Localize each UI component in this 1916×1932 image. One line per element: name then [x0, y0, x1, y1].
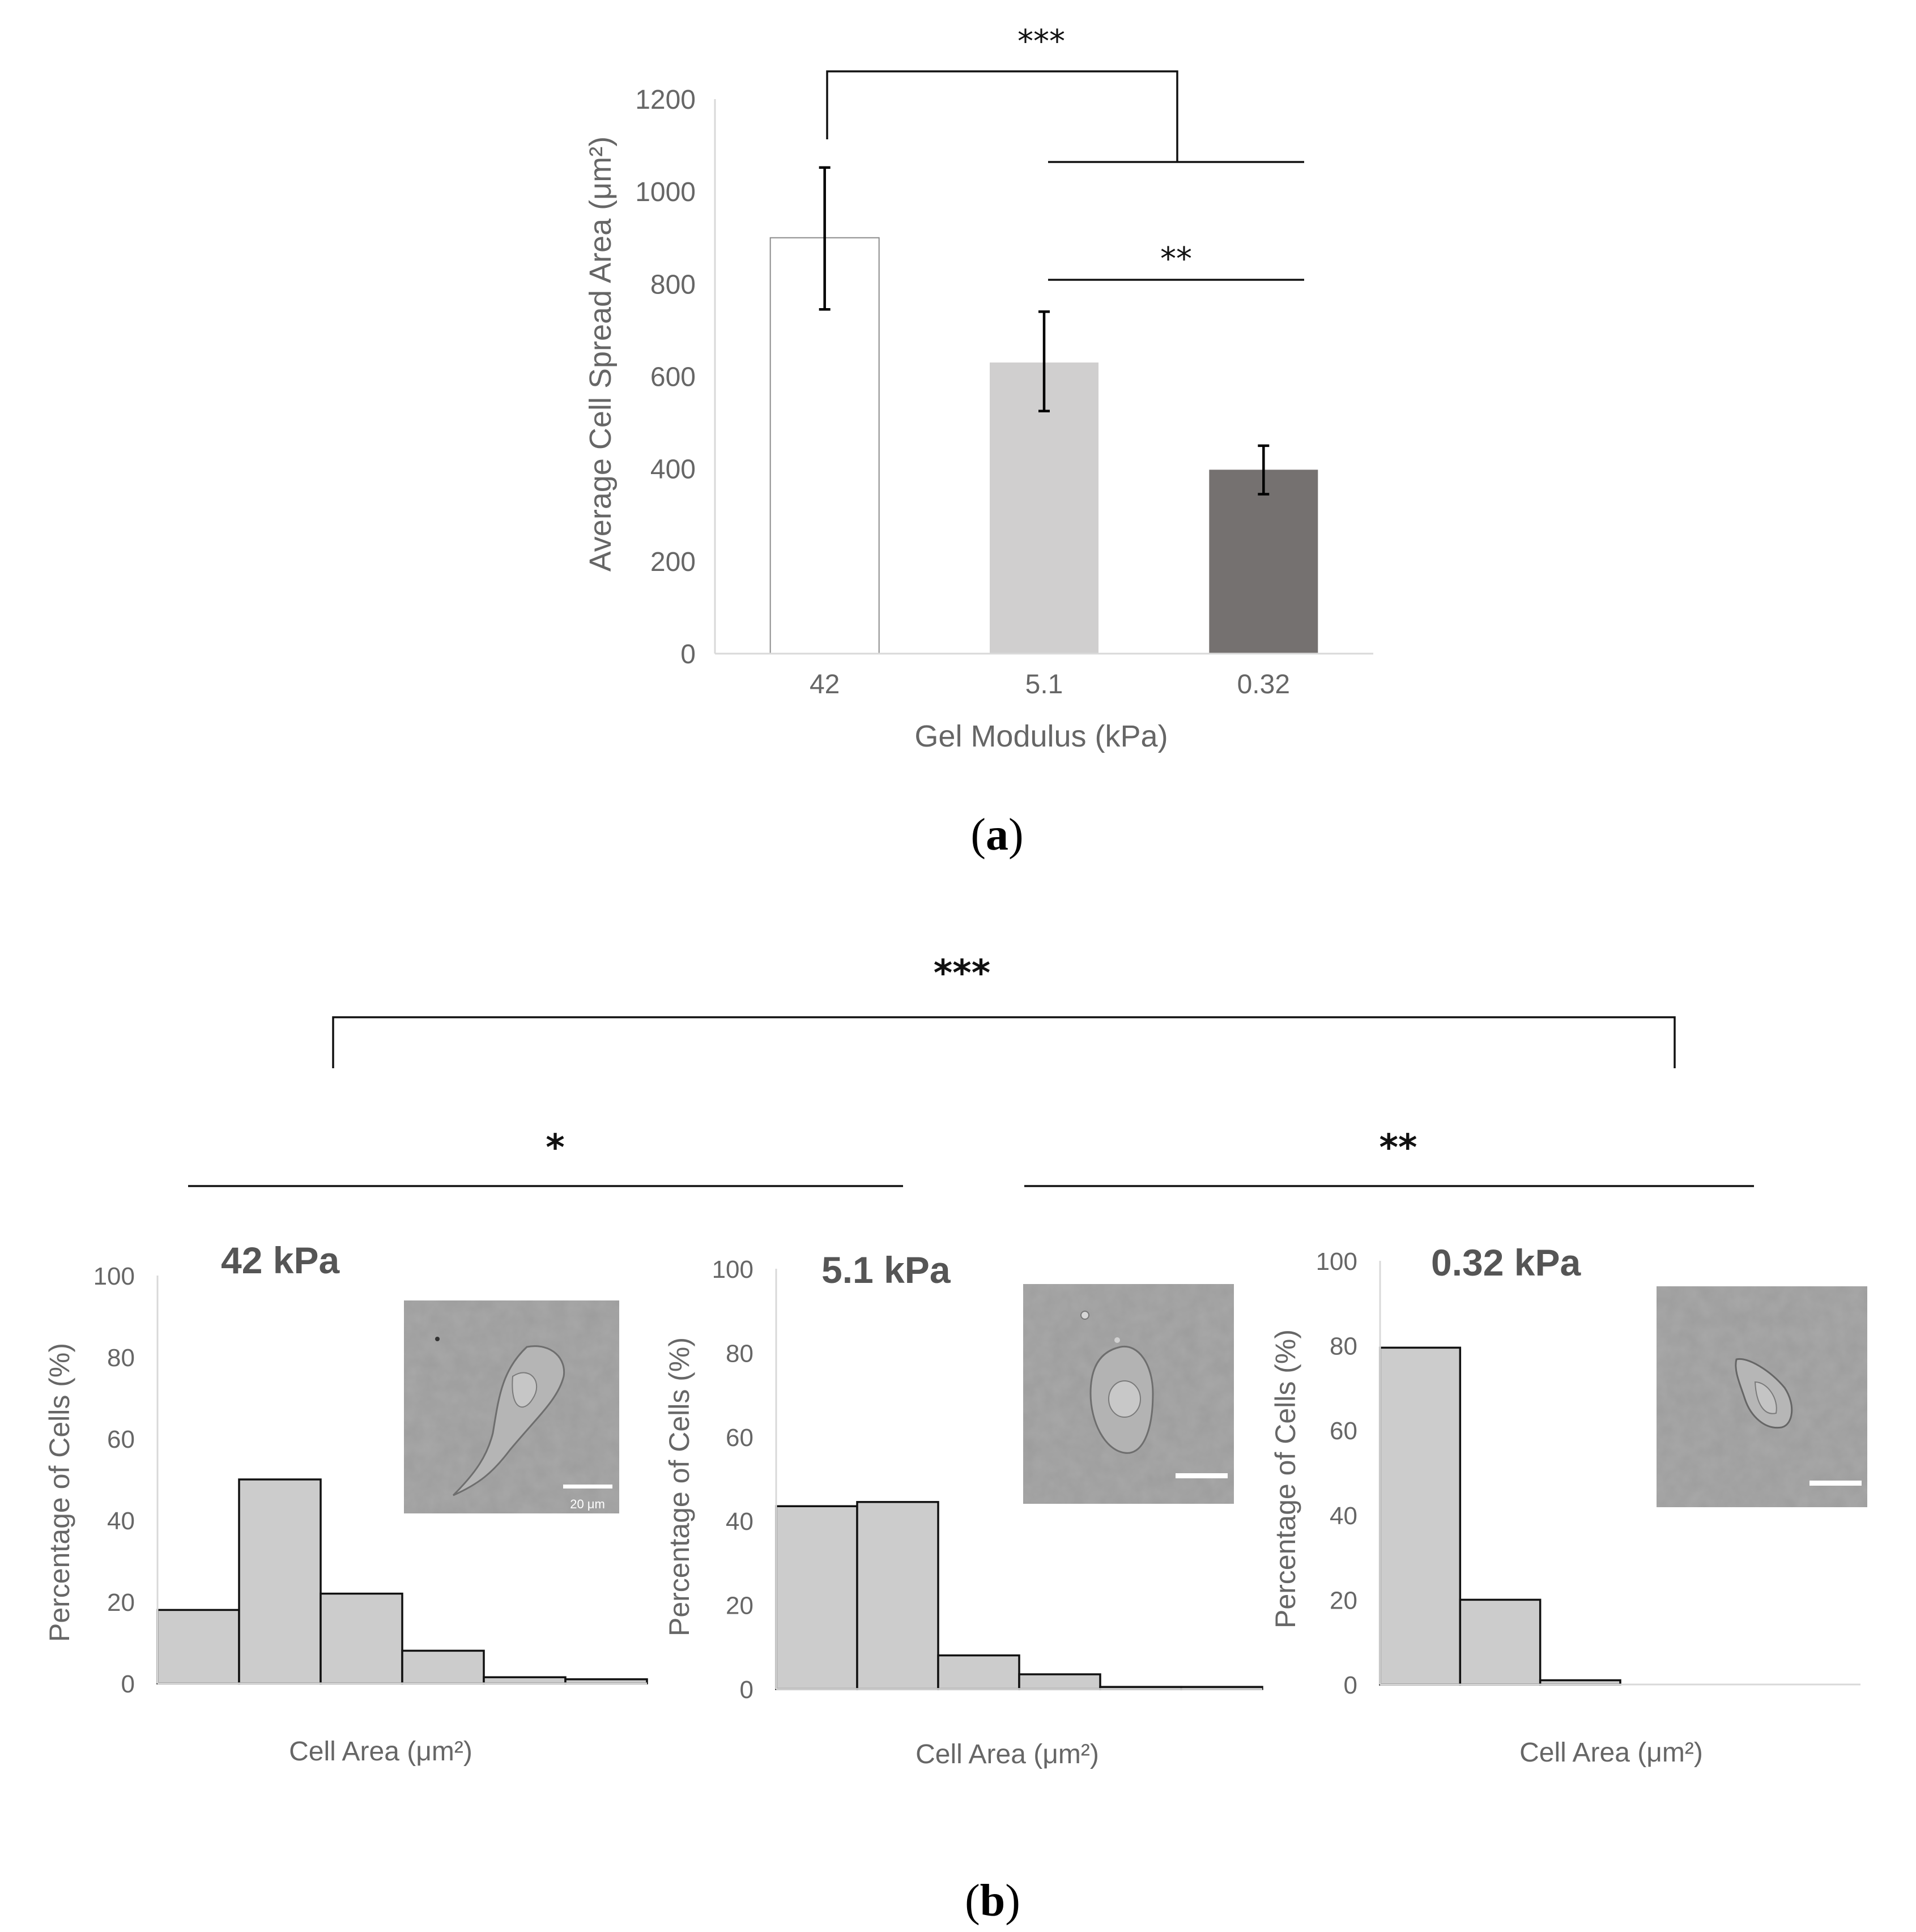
- y-tick-label: 0: [1344, 1671, 1357, 1699]
- y-tick-label: 100: [712, 1256, 753, 1283]
- x-axis-label: Cell Area (μm²): [916, 1739, 1099, 1769]
- y-tick-label: 20: [1330, 1586, 1357, 1614]
- x-axis-label: Gel Modulus (kPa): [914, 719, 1168, 753]
- bar-0-32: [1209, 470, 1318, 654]
- histogram-bar: [156, 1609, 240, 1684]
- scale-bar-label: 20 μm: [570, 1497, 605, 1511]
- y-tick-label: 200: [650, 547, 696, 577]
- y-tick-label: 40: [107, 1507, 135, 1535]
- histogram-42-kpa: 0 20 40 60 80 100 42 kPa Cell Area (μm²) Percent…: [44, 1239, 648, 1767]
- histogram-bar: [937, 1654, 1020, 1690]
- significance-label-top: ***: [1017, 23, 1065, 60]
- y-tick-label: 60: [107, 1426, 135, 1453]
- y-tick-label: 0: [680, 639, 696, 669]
- x-tick-label: 0.32: [1237, 669, 1290, 700]
- spread-area-bar-chart: 0 200 400 600 800 1000 1200 42 5.1 0.32 Gel Modu…: [584, 23, 1373, 753]
- y-tick-label: 1000: [635, 177, 696, 207]
- histogram-bar: [1018, 1673, 1101, 1690]
- y-tick-label: 0: [740, 1676, 753, 1704]
- histogram-bar: [775, 1505, 858, 1690]
- y-tick-label: 40: [726, 1508, 753, 1536]
- scale-bar: [563, 1485, 612, 1489]
- histogram-bar: [1459, 1598, 1542, 1686]
- significance-bracket-top: [826, 70, 1304, 163]
- y-tick-label: 100: [93, 1263, 135, 1290]
- histogram-0-32-kpa: 0 20 40 60 80 100 0.32 kPa Cell Area (μm²) Perce…: [1270, 1242, 1860, 1768]
- significance-bracket-b-top: [332, 1016, 1676, 1068]
- y-axis-label: Percentage of Cells (%): [1270, 1329, 1301, 1628]
- y-tick-label: 20: [726, 1592, 753, 1620]
- histogram-title: 5.1 kPa: [821, 1249, 951, 1291]
- panel-b-significance: *** * **: [188, 953, 1754, 1187]
- bar-series: [769, 237, 1318, 654]
- panel-a-caption: (a): [970, 810, 1023, 860]
- scale-bar: [1176, 1473, 1228, 1478]
- significance-label-mid: **: [1160, 241, 1192, 278]
- y-tick-label: 60: [726, 1424, 753, 1452]
- significance-label-b-right: **: [1379, 1127, 1417, 1169]
- y-tick-label: 800: [650, 270, 696, 300]
- error-bar-5-1: [1038, 310, 1050, 412]
- y-tick-labels: 0 200 400 600 800 1000 1200: [635, 85, 696, 669]
- x-axis-label: Cell Area (μm²): [289, 1737, 472, 1767]
- histogram-bar: [1379, 1346, 1462, 1686]
- y-tick-label: 0: [121, 1670, 135, 1698]
- y-axis-label: Average Cell Spread Area (μm²): [584, 137, 618, 572]
- error-bar-42: [819, 166, 831, 311]
- y-axis-label: Percentage of Cells (%): [663, 1337, 695, 1636]
- histogram-title: 42 kPa: [221, 1239, 340, 1281]
- cell-image-42-kpa: 20 μm: [404, 1300, 619, 1513]
- panel-a-letter: a: [986, 810, 1008, 860]
- y-tick-label: 80: [1330, 1333, 1357, 1360]
- y-tick-label: 400: [650, 455, 696, 485]
- histogram-bar: [320, 1592, 403, 1684]
- x-tick-label: 42: [810, 669, 840, 700]
- y-axis-label: Percentage of Cells (%): [44, 1343, 75, 1642]
- scale-bar: [1809, 1481, 1862, 1486]
- error-bar-series: [819, 166, 1270, 496]
- y-tick-label: 80: [726, 1340, 753, 1367]
- cell-image-5-1-kpa: [1023, 1284, 1234, 1504]
- significance-label-b-top: ***: [934, 953, 990, 995]
- x-tick-labels: 42 5.1 0.32: [810, 669, 1290, 700]
- y-tick-label: 60: [1330, 1417, 1357, 1445]
- panel-b-caption: (b): [965, 1876, 1020, 1926]
- histogram-bar: [483, 1676, 567, 1684]
- y-tick-label: 20: [107, 1589, 135, 1617]
- error-bar-0-32: [1258, 444, 1270, 496]
- y-tick-label: 1200: [635, 85, 696, 115]
- x-axis-label: Cell Area (μm²): [1519, 1738, 1703, 1768]
- histogram-5-1-kpa: 0 20 40 60 80 100 5.1 kPa Cell Area (μm²) Percen…: [663, 1249, 1263, 1769]
- histogram-bar: [856, 1501, 939, 1690]
- histogram-bar: [401, 1649, 485, 1684]
- y-tick-label: 100: [1316, 1248, 1357, 1276]
- panel-b-letter: b: [980, 1876, 1006, 1926]
- y-tick-label: 80: [107, 1344, 135, 1372]
- histogram-title: 0.32 kPa: [1431, 1242, 1582, 1283]
- significance-label-b-left: *: [546, 1127, 564, 1169]
- y-tick-label: 40: [1330, 1502, 1357, 1530]
- cell-image-0-32-kpa: [1657, 1286, 1867, 1507]
- histogram-bar: [238, 1478, 322, 1684]
- chart-axes: [714, 99, 1373, 655]
- x-tick-label: 5.1: [1025, 669, 1063, 700]
- y-tick-label: 600: [650, 362, 696, 393]
